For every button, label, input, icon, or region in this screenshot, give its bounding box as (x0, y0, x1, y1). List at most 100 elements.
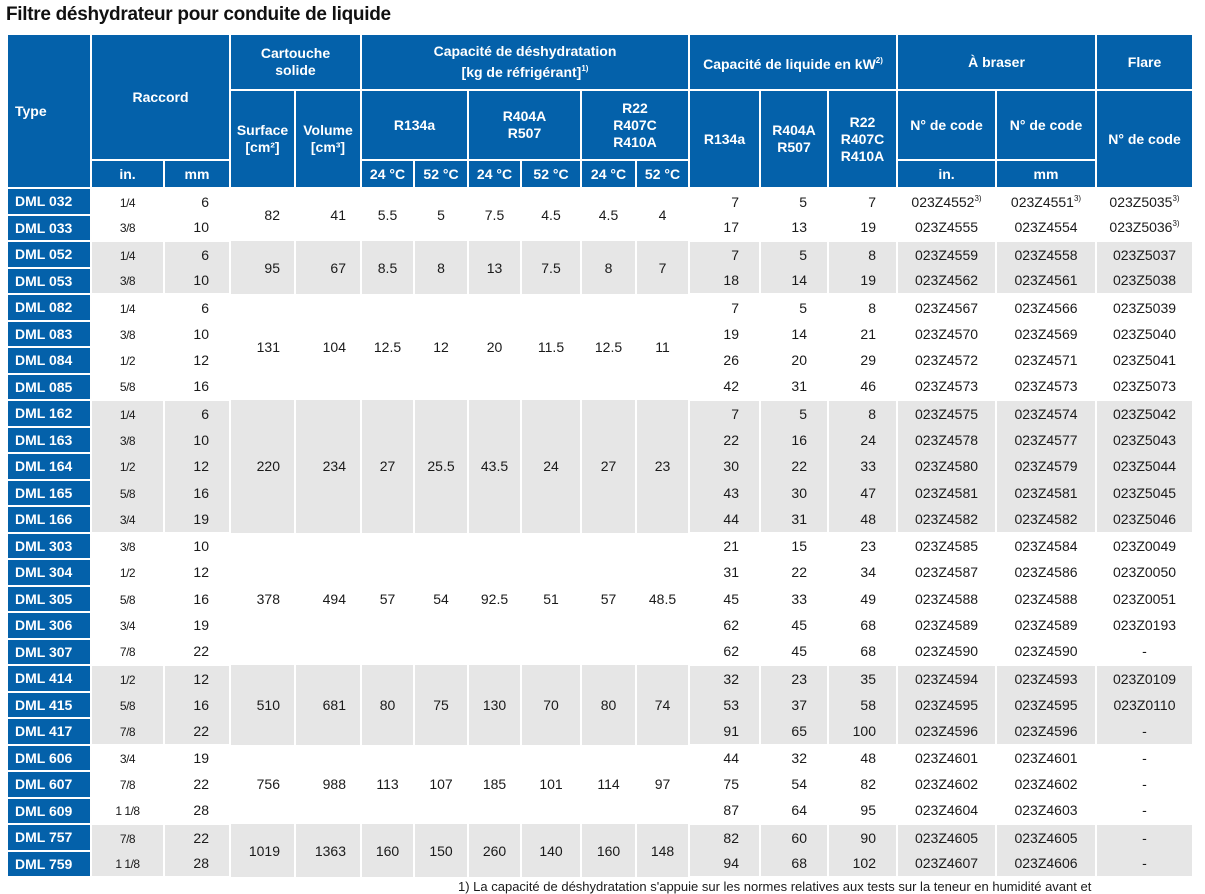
code-in-cell: 023Z4587 (896, 559, 997, 586)
liquid-capacity-cell: 62 (688, 612, 761, 639)
footnote-ref: 3) (1172, 219, 1180, 229)
raccord-in-fraction: 1/2 (119, 460, 136, 475)
header-flare: Flare (1095, 33, 1194, 91)
flare-code-cell-value: 023Z0110 (1113, 696, 1176, 713)
raccord-in-cell: 1/4 (90, 241, 165, 268)
flare-code-cell-value: 023Z5035 (1109, 193, 1173, 210)
surface-unit: [cm²] (245, 139, 280, 155)
code-in-cell: 023Z4605 (896, 824, 997, 851)
desh-capacity-cell: 11 (635, 294, 690, 400)
liquid-capacity-cell: 14 (759, 267, 829, 295)
raccord-in-fraction: 5/8 (119, 592, 136, 607)
raccord-in-fraction: 3/8 (119, 221, 136, 236)
desh-capacity-cell: 5 (413, 188, 469, 241)
liquid-capacity-cell: 7 (688, 241, 761, 268)
code-mm-cell: 023Z4569 (995, 320, 1097, 347)
raccord-mm-cell: 19 (163, 506, 231, 534)
type-cell: DML 759 (6, 850, 92, 878)
table-row: DML 606 3/4 19 756 988 113 107 185 101 114 97 44 32 4… (6, 744, 1194, 824)
liquid-capacity-cell: 8 (827, 400, 898, 427)
code-in-cell-value: 023Z4567 (914, 299, 979, 316)
code-in-cell-value: 023Z4578 (914, 431, 979, 448)
raccord-mm-cell: 22 (163, 718, 231, 746)
raccord-mm-cell: 16 (163, 479, 231, 506)
code-in-cell: 023Z4607 (896, 850, 997, 878)
code-mm-cell-value: 023Z4554 (1014, 219, 1078, 236)
code-in-cell-value: 023Z4594 (914, 670, 979, 687)
raccord-mm-cell: 6 (163, 188, 231, 215)
type-cell: DML 417 (6, 718, 92, 746)
raccord-in-fraction: 7/8 (119, 724, 136, 739)
code-mm-cell-value: 023Z4571 (1014, 352, 1078, 369)
volume-cell: 494 (294, 532, 362, 665)
flare-code-cell: 023Z0110 (1095, 691, 1194, 718)
flare-code-cell-value: - (1142, 829, 1147, 846)
liquid-capacity-cell: 26 (688, 347, 761, 374)
table-row: DML 307 7/8 22 62 45 68 023Z4590 023Z4590 - (6, 638, 1194, 666)
surface-cell: 95 (229, 241, 296, 294)
header-braser: À braser (896, 33, 1097, 91)
raccord-in-fraction: 5/8 (119, 380, 136, 395)
desh-capacity-cell: 57 (580, 532, 637, 665)
liquid-capacity-cell: 24 (827, 426, 898, 453)
code-mm-cell-value: 023Z4573 (1014, 378, 1078, 395)
code-mm-cell-value: 023Z4588 (1014, 590, 1078, 607)
liquid-capacity-cell: 17 (688, 214, 761, 242)
flare-code-cell: 023Z5037 (1095, 241, 1194, 268)
raccord-in-fraction: 3/8 (119, 274, 136, 289)
table-row: DML 162 1/4 6 220 234 27 25.5 43.5 24 27 23 7 5 8 023Z… (6, 400, 1194, 533)
code-in-cell-value: 023Z4559 (914, 246, 979, 263)
liquid-capacity-cell: 48 (827, 744, 898, 771)
code-in-cell-value: 023Z4595 (914, 696, 979, 713)
code-mm-cell-value: 023Z4605 (1014, 829, 1078, 846)
header-temp: 24 °C (580, 159, 637, 189)
code-mm-cell: 023Z4589 (995, 612, 1097, 639)
header-cartouche: Cartouche solide (229, 33, 362, 91)
flare-code-cell: - (1095, 797, 1194, 825)
liquid-capacity-cell: 21 (827, 320, 898, 347)
flare-code-cell: 023Z0193 (1095, 612, 1194, 639)
code-mm-cell: 023Z4601 (995, 744, 1097, 771)
liquid-capacity-cell: 31 (688, 559, 761, 586)
footnote: 1) La capacité de déshydratation s'appui… (458, 879, 1092, 894)
raccord-in-cell: 1/4 (90, 400, 165, 427)
liquid-capacity-cell: 90 (827, 824, 898, 851)
code-mm-cell: 023Z4595 (995, 691, 1097, 718)
code-mm-cell-value: 023Z4601 (1014, 750, 1078, 767)
liquid-capacity-cell: 5 (759, 241, 829, 268)
desh-capacity-cell: 54 (413, 532, 469, 665)
flare-code-cell: - (1095, 718, 1194, 746)
desh-capacity-cell: 7.5 (467, 188, 522, 241)
flare-code-cell-value: 023Z5043 (1112, 431, 1177, 448)
code-in-cell: 023Z4595 (896, 691, 997, 718)
liquid-capacity-cell: 22 (688, 426, 761, 453)
code-in-cell: 023Z4567 (896, 294, 997, 321)
footnote-ref: 3) (1073, 193, 1082, 203)
raccord-in-fraction: 1 1/8 (115, 804, 140, 819)
desh-capacity-cell: 25.5 (413, 400, 469, 533)
code-mm-cell-value: 023Z4582 (1014, 510, 1078, 527)
liquid-capacity-cell: 33 (827, 453, 898, 480)
raccord-mm-cell: 16 (163, 691, 231, 718)
code-mm-cell: 023Z4603 (995, 797, 1097, 825)
code-in-cell-value: 023Z4604 (914, 802, 979, 819)
flare-code-cell: 023Z5040 (1095, 320, 1194, 347)
header-flare-code: N° de code (1095, 89, 1194, 189)
liquid-capacity-cell: 87 (688, 797, 761, 825)
code-in-cell: 023Z4588 (896, 585, 997, 612)
code-mm-cell-value: 023Z4603 (1014, 802, 1078, 819)
liquid-capacity-cell: 102 (827, 850, 898, 878)
desh-capacity-cell: 4.5 (580, 188, 637, 241)
surface-cell: 220 (229, 400, 296, 533)
code-mm-cell-value: 023Z4595 (1014, 696, 1078, 713)
code-mm-cell: 023Z4590 (995, 638, 1097, 666)
code-in-cell: 023Z4580 (896, 453, 997, 480)
code-mm-cell-value: 023Z4569 (1014, 325, 1078, 342)
liquid-capacity-cell: 100 (827, 718, 898, 746)
table-row: DML 305 5/8 16 45 33 49 023Z4588 023Z4588 023Z00… (6, 585, 1194, 613)
raccord-mm-cell: 16 (163, 373, 231, 401)
raccord-in-cell: 3/8 (90, 532, 165, 559)
footnote-ref: 3) (974, 193, 982, 203)
liquid-capacity-cell: 30 (688, 453, 761, 480)
desh-capacity-cell: 74 (635, 665, 690, 745)
